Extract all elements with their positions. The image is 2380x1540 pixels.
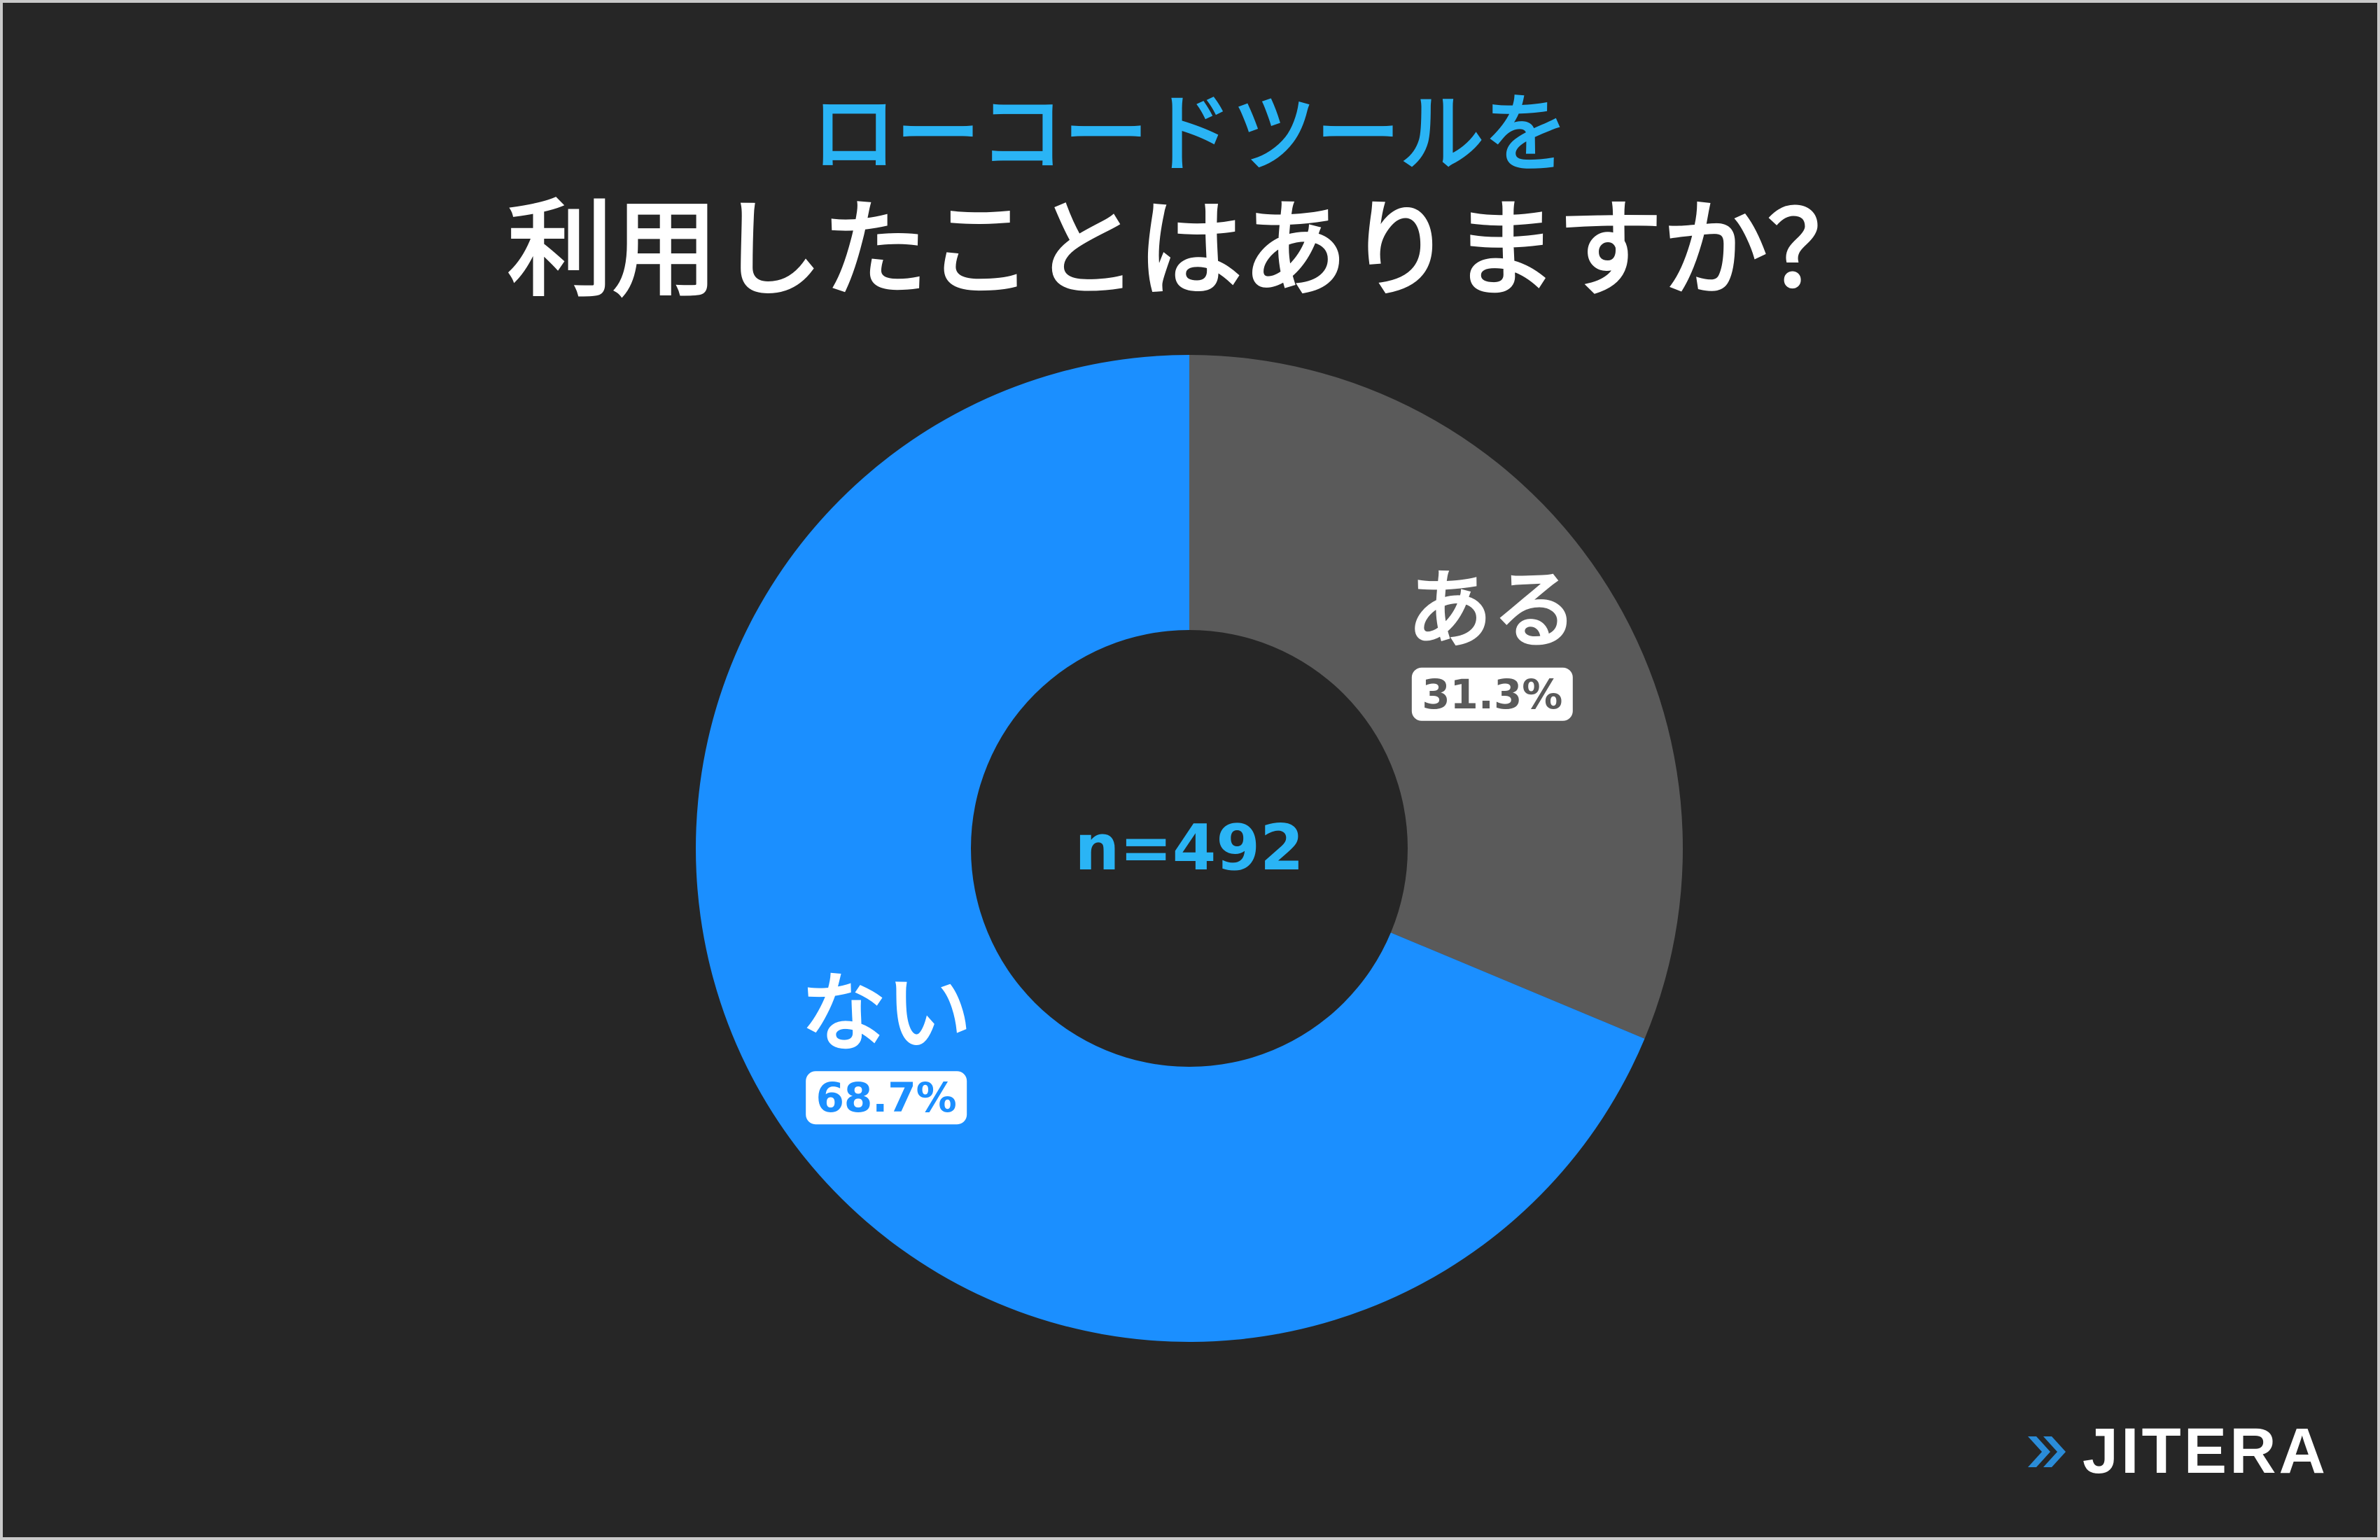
- double-chevron-right-icon: [2027, 1436, 2066, 1467]
- slice-value-label: 31.3%: [1422, 671, 1562, 718]
- donut-chart: ある 31.3% ない 68.7% n=492: [695, 355, 1684, 1342]
- labels-layer: ある 31.3% ない 68.7%: [801, 561, 1578, 1125]
- slice-category-label: ない: [801, 964, 972, 1063]
- center-n-label: n=492: [1074, 811, 1303, 885]
- slice-value-label: 68.7%: [816, 1074, 957, 1121]
- brand-name: JITERA: [2082, 1415, 2328, 1487]
- donut-hole: [971, 630, 1408, 1067]
- slice-label-group: ある 31.3%: [1407, 561, 1578, 721]
- slice-category-label: ある: [1407, 561, 1578, 660]
- value-badge: [806, 1071, 967, 1125]
- chart-canvas: ローコードツールを 利用したことはありますか？ ある 31.3% ない 68.7% n…: [3, 3, 2377, 1537]
- value-badge: [1411, 667, 1573, 721]
- chart-title-line-1: ローコードツールを: [812, 86, 1568, 183]
- chart-title-line-2: 利用したことはありますか？: [507, 190, 1872, 312]
- slice-label-group: ない 68.7%: [801, 964, 972, 1125]
- jitera-logo: JITERA: [2025, 1415, 2328, 1488]
